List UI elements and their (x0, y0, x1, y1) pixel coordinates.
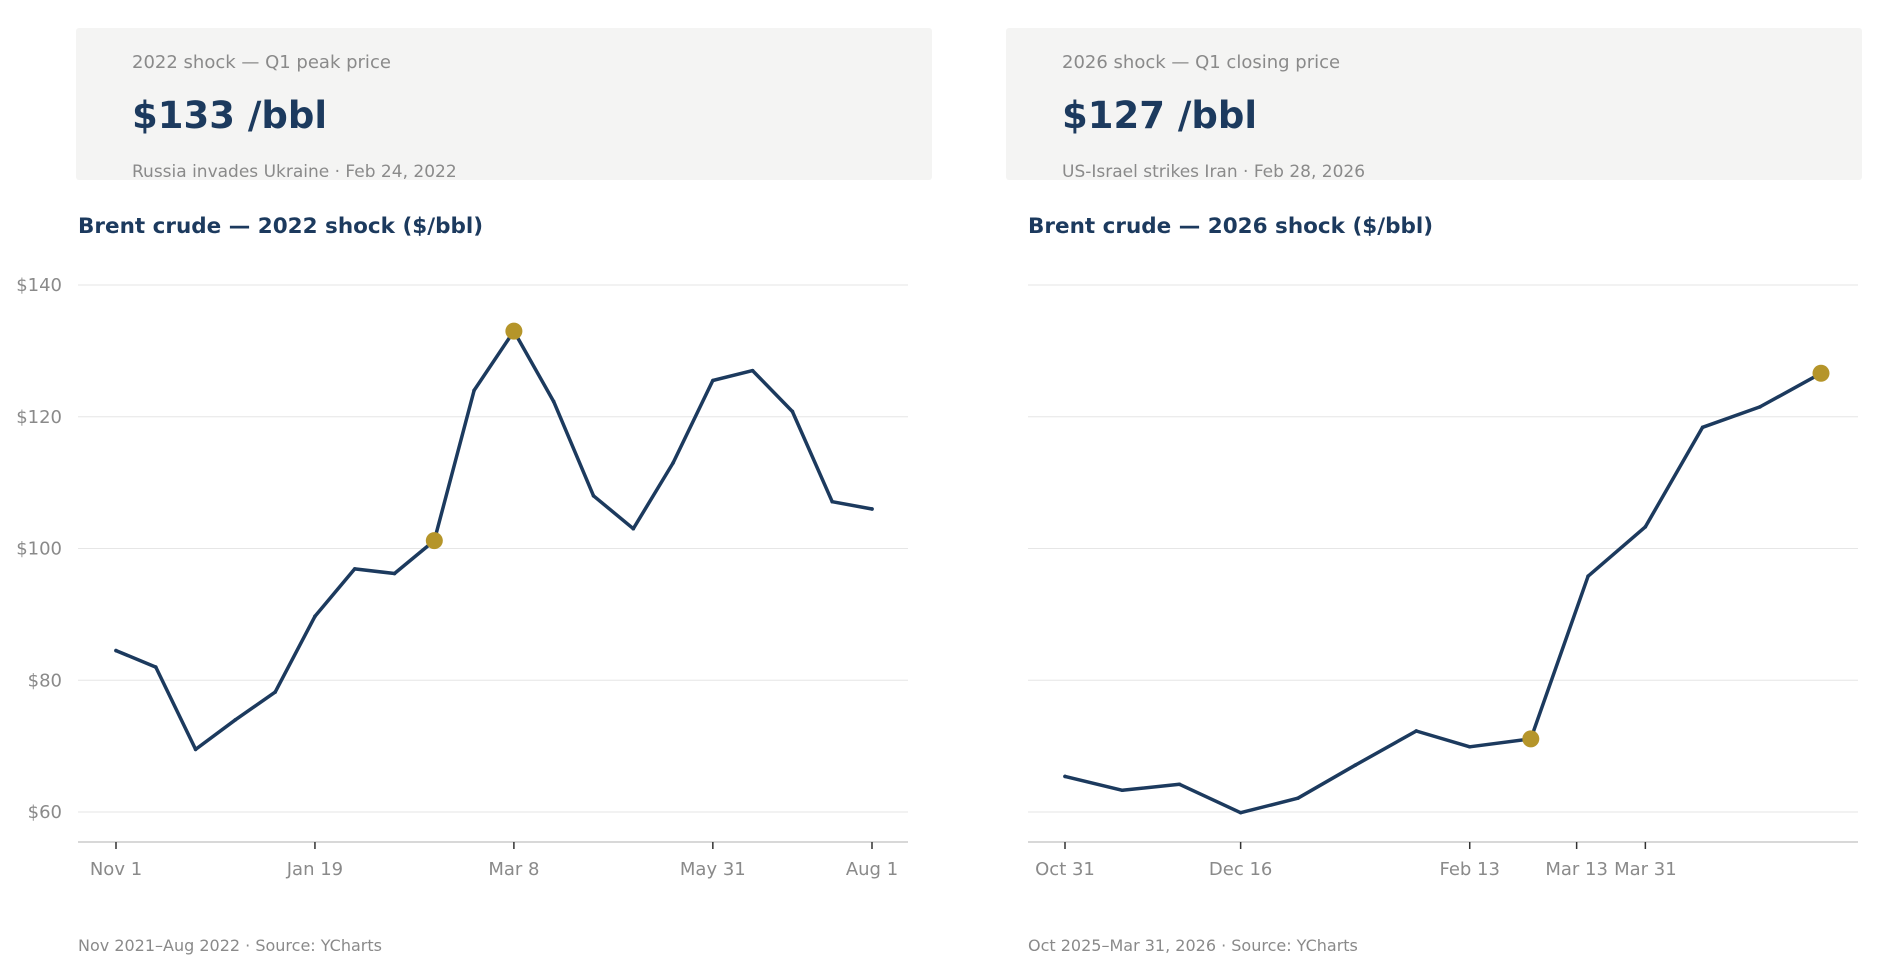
data-point (352, 567, 357, 571)
chart-footer-2022: Nov 2021–Aug 2022 · Source: YCharts (78, 936, 382, 955)
data-point (1700, 425, 1705, 430)
data-point (233, 717, 238, 722)
x-tick-label: Mar 8 (488, 859, 539, 880)
data-point (273, 690, 277, 694)
data-point (1353, 763, 1357, 768)
data-point (193, 747, 198, 752)
x-tick-label: Oct 31 (1035, 859, 1095, 880)
data-point (750, 368, 755, 373)
highlight-marker (505, 322, 523, 340)
data-point (1467, 744, 1472, 749)
chart-footer-2026: Oct 2025–Mar 31, 2026 · Source: YCharts (1028, 936, 1358, 955)
series-line (114, 329, 874, 752)
stat-card-value: $127 /bbl (1062, 94, 1258, 137)
stat-card-label: 2026 shock — Q1 closing price (1062, 52, 1341, 73)
data-point (1177, 782, 1182, 787)
data-point (153, 665, 158, 669)
y-tick-label: $100 (16, 539, 62, 560)
stat-card-value: $133 /bbl (132, 94, 328, 137)
data-point (790, 409, 795, 414)
data-point (392, 571, 397, 576)
stat-card-subtitle: US-Israel strikes Iran · Feb 28, 2026 (1062, 162, 1366, 182)
data-point (1414, 729, 1419, 733)
x-tick-label: Aug 1 (846, 859, 898, 880)
x-tick-label: Mar 13 (1545, 859, 1608, 880)
series-line (1063, 371, 1823, 815)
x-tick-label: Feb 13 (1439, 859, 1500, 880)
data-point (313, 614, 317, 619)
data-point (671, 461, 675, 465)
stat-card-2022: 2022 shock — Q1 peak price $133 /bbl Rus… (76, 28, 932, 182)
data-point (870, 507, 874, 511)
data-point (1758, 405, 1762, 409)
data-point (830, 499, 835, 504)
x-tick-label: May 31 (680, 859, 746, 880)
data-point (114, 648, 118, 653)
data-point (711, 378, 715, 383)
x-tick-label: Mar 31 (1614, 859, 1677, 880)
x-tick-label: Jan 19 (286, 859, 343, 880)
data-point (631, 526, 636, 531)
stat-card-2026: 2026 shock — Q1 closing price $127 /bbl … (1006, 28, 1862, 182)
highlight-marker (425, 532, 443, 550)
x-tick-label: Dec 16 (1209, 859, 1272, 880)
stat-card-label: 2022 shock — Q1 peak price (132, 52, 391, 73)
data-point (1296, 796, 1300, 800)
highlight-marker (1812, 364, 1830, 382)
data-point (1643, 524, 1648, 529)
stat-card-subtitle: Russia invades Ukraine · Feb 24, 2022 (132, 162, 457, 182)
data-point (551, 399, 556, 404)
y-tick-label: $60 (28, 802, 62, 823)
x-tick-label: Nov 1 (90, 859, 142, 880)
highlight-marker (1522, 730, 1540, 748)
chart-title-2022: Brent crude — 2022 shock ($/bbl) (78, 214, 484, 239)
y-tick-label: $80 (28, 670, 62, 691)
y-tick-label: $140 (16, 275, 62, 296)
data-point (1063, 774, 1067, 779)
data-point (472, 388, 476, 393)
data-point (591, 494, 596, 498)
data-point (1238, 810, 1243, 815)
chart-title-2026: Brent crude — 2026 shock ($/bbl) (1028, 214, 1434, 239)
y-tick-label: $120 (16, 407, 62, 428)
data-point (1120, 788, 1125, 793)
data-point (1586, 574, 1590, 578)
